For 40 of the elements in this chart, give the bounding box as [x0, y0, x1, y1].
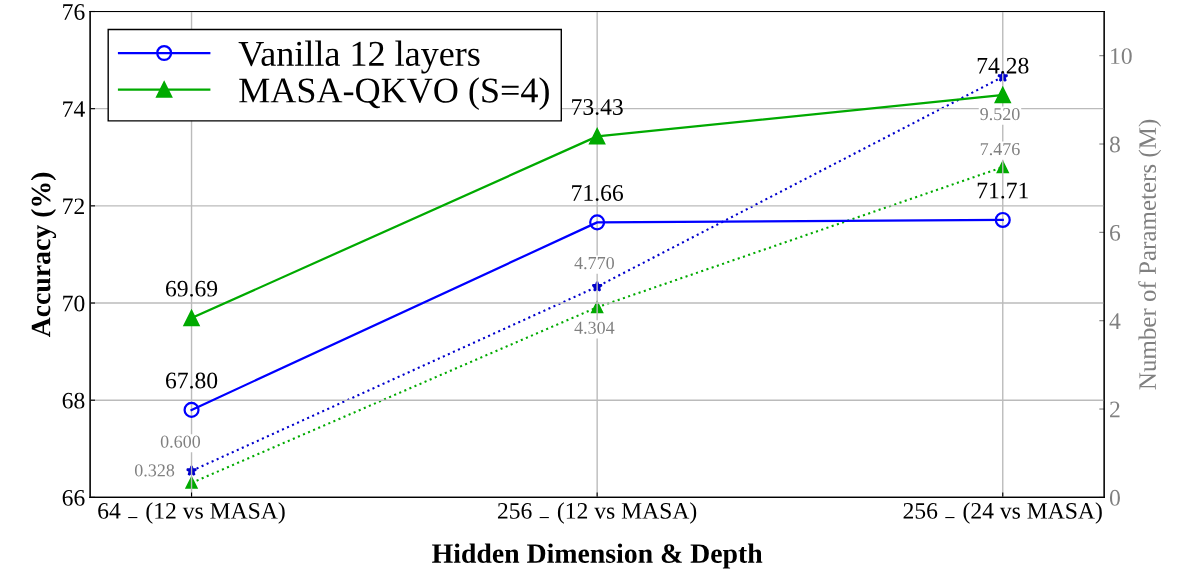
legend-label: Vanilla 12 layers [238, 40, 480, 74]
y-tick-label: 68 [62, 392, 85, 409]
y-tick-label: 76 [63, 4, 85, 20]
data-label: 0.328 [134, 464, 175, 477]
point [589, 128, 606, 145]
data-label: 69.69 [165, 280, 218, 297]
y2-tick-label: 6 [1110, 224, 1121, 241]
y2-tick-label: 0 [1109, 489, 1120, 506]
y2-tick-label: 4 [1109, 313, 1121, 329]
point [994, 87, 1011, 104]
data-label: 7.476 [980, 143, 1020, 156]
y2-tick-label: 10 [1111, 48, 1132, 65]
point [589, 214, 606, 231]
data-label: 71.71 [977, 182, 1028, 199]
data-label: 73.43 [572, 99, 623, 116]
point [994, 211, 1011, 228]
point [183, 310, 200, 327]
x-axis-title: Hidden Dimension & Depth [432, 543, 763, 569]
y-tick-label: 74 [63, 101, 85, 117]
data-label: 4.770 [574, 256, 614, 270]
data-label: 74.28 [977, 57, 1029, 74]
data-label: 67.80 [165, 372, 218, 389]
x-tick-label: 256 $_{−}$ (12 vs MASA) [497, 502, 697, 524]
x-tick-label: 256 $_{−}$ (24 vs MASA) [903, 502, 1102, 524]
y-tick-label: 66 [62, 489, 85, 506]
data-label: 71.66 [572, 185, 624, 202]
point [996, 161, 1009, 174]
y-axis-title: Accuracy (%) [30, 172, 57, 338]
data-label: 4.304 [574, 321, 615, 334]
data-label: 0.600 [160, 435, 201, 448]
y2-axis-title: Number of Parameters (M) [1138, 119, 1162, 390]
y2-tick-label: 2 [1110, 401, 1120, 418]
y2-tick-label: 8 [1109, 136, 1120, 153]
point [183, 401, 200, 418]
data-label: 9.520 [980, 107, 1020, 121]
y-tick-label: 72 [63, 198, 84, 215]
legend-label: MASA-QKVO (S=4) [239, 77, 549, 111]
point [185, 476, 198, 489]
x-tick-label: 64 $_{−}$ (12 vs MASA) [98, 502, 285, 524]
y-tick-label: 70 [63, 295, 85, 312]
